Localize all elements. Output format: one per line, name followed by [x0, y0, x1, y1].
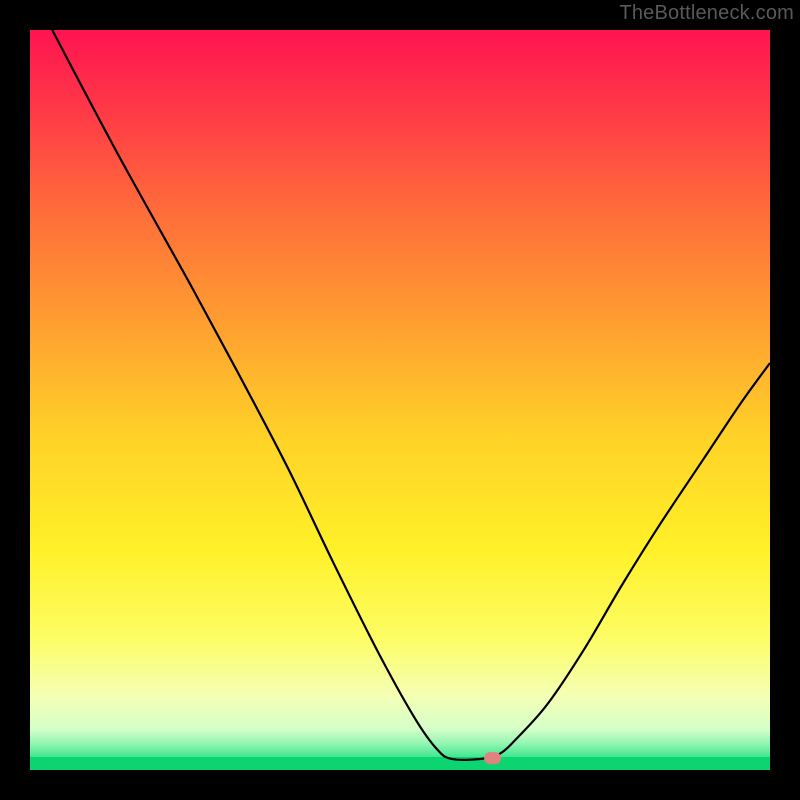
chart-stage: TheBottleneck.com	[0, 0, 800, 800]
curve-line	[30, 30, 770, 770]
watermark-text: TheBottleneck.com	[619, 2, 794, 25]
minimum-marker	[484, 752, 502, 764]
plot-area	[30, 30, 770, 770]
